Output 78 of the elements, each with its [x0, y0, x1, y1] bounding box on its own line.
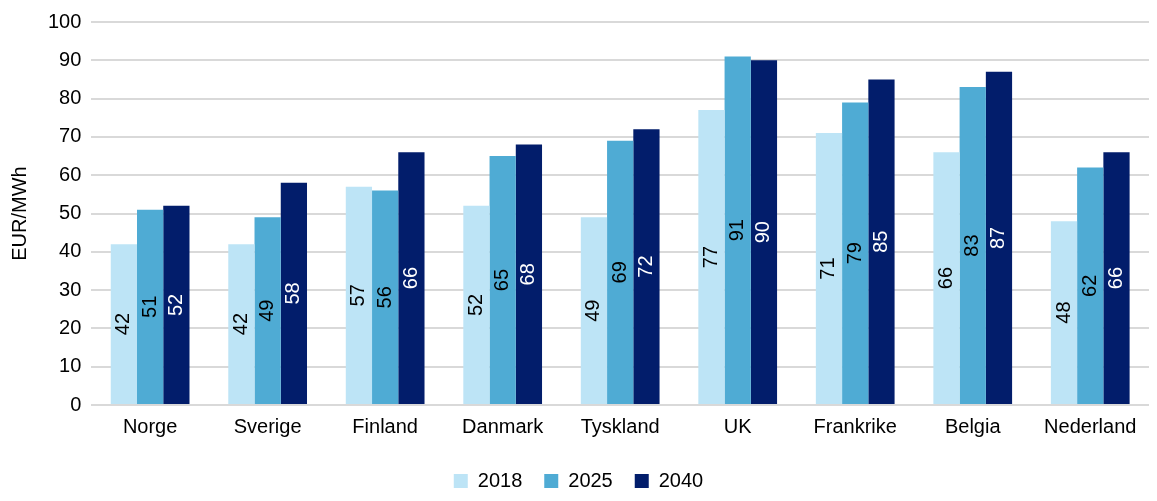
bar	[607, 140, 634, 404]
bar	[842, 102, 869, 404]
x-tick-label: Sverige	[233, 414, 302, 437]
data-label: 77	[698, 245, 721, 269]
bar	[1077, 167, 1104, 404]
bar	[985, 71, 1013, 404]
bar	[463, 205, 490, 404]
y-tick-label: 100	[47, 9, 82, 32]
bar	[724, 56, 751, 404]
x-tick-label: UK	[723, 414, 753, 437]
y-tick-label: 20	[59, 315, 82, 338]
bar	[372, 190, 399, 404]
data-label: 85	[868, 230, 891, 253]
y-tick-label: 30	[59, 277, 82, 300]
bar	[1050, 221, 1078, 404]
y-tick-label: 0	[70, 392, 82, 415]
bar	[280, 182, 308, 404]
data-label: 42	[111, 312, 134, 336]
data-label: 66	[934, 266, 956, 290]
bar	[633, 129, 660, 404]
data-label: 57	[346, 284, 369, 307]
bar	[345, 186, 373, 404]
data-label: 68	[516, 263, 539, 286]
data-label: 62	[1077, 274, 1100, 297]
y-axis-title: EUR/MWh	[7, 166, 30, 261]
x-tick-label: Finland	[352, 414, 418, 437]
data-label: 42	[228, 312, 251, 336]
data-label: 65	[490, 268, 513, 292]
y-tick-label: 80	[59, 86, 82, 109]
bar	[959, 87, 986, 404]
x-tick-label: Tyskland	[580, 414, 660, 437]
data-label: 49	[255, 299, 278, 322]
bar	[254, 217, 281, 404]
y-tick-label: 50	[59, 201, 82, 224]
x-tick-label: Danmark	[462, 414, 545, 437]
data-label: 66	[1104, 266, 1126, 290]
bar	[868, 79, 895, 404]
x-tick-label: Frankrike	[813, 414, 897, 437]
legend-label: 2040	[658, 468, 704, 491]
bar	[137, 209, 164, 404]
data-label: 83	[960, 234, 983, 257]
data-label: 79	[842, 242, 865, 265]
bar	[1103, 152, 1130, 404]
y-tick-label: 40	[59, 239, 82, 262]
y-tick-label: 90	[59, 47, 82, 70]
legend-label: 2018	[477, 468, 523, 491]
data-label: 90	[751, 221, 774, 244]
data-label: 69	[607, 261, 630, 284]
data-label: 52	[463, 293, 486, 317]
y-tick-label: 70	[59, 124, 82, 147]
bar	[515, 144, 543, 404]
y-tick-label: 60	[59, 162, 82, 185]
data-label: 66	[398, 266, 421, 290]
bar	[228, 244, 255, 404]
data-label: 48	[1051, 301, 1074, 324]
y-tick-label: 10	[59, 354, 82, 377]
bar	[750, 60, 778, 404]
data-label: 58	[281, 282, 304, 305]
x-tick-label: Belgia	[944, 414, 1002, 437]
data-label: 51	[137, 295, 160, 318]
bar	[163, 205, 190, 404]
data-label: 87	[986, 226, 1009, 250]
data-label: 49	[581, 299, 604, 322]
data-label: 56	[372, 286, 395, 309]
bar	[110, 244, 137, 404]
bar	[698, 110, 725, 404]
bar	[489, 156, 516, 404]
data-label: 52	[163, 293, 186, 317]
data-label: 72	[633, 255, 656, 278]
legend-label: 2025	[568, 468, 613, 491]
bar	[815, 133, 843, 404]
x-tick-label: Norge	[122, 414, 178, 437]
data-label: 71	[816, 257, 839, 280]
bar	[580, 217, 608, 404]
data-label: 91	[725, 219, 748, 242]
bar	[398, 152, 425, 404]
x-tick-label: Nederland	[1044, 414, 1137, 437]
bar	[933, 152, 960, 404]
